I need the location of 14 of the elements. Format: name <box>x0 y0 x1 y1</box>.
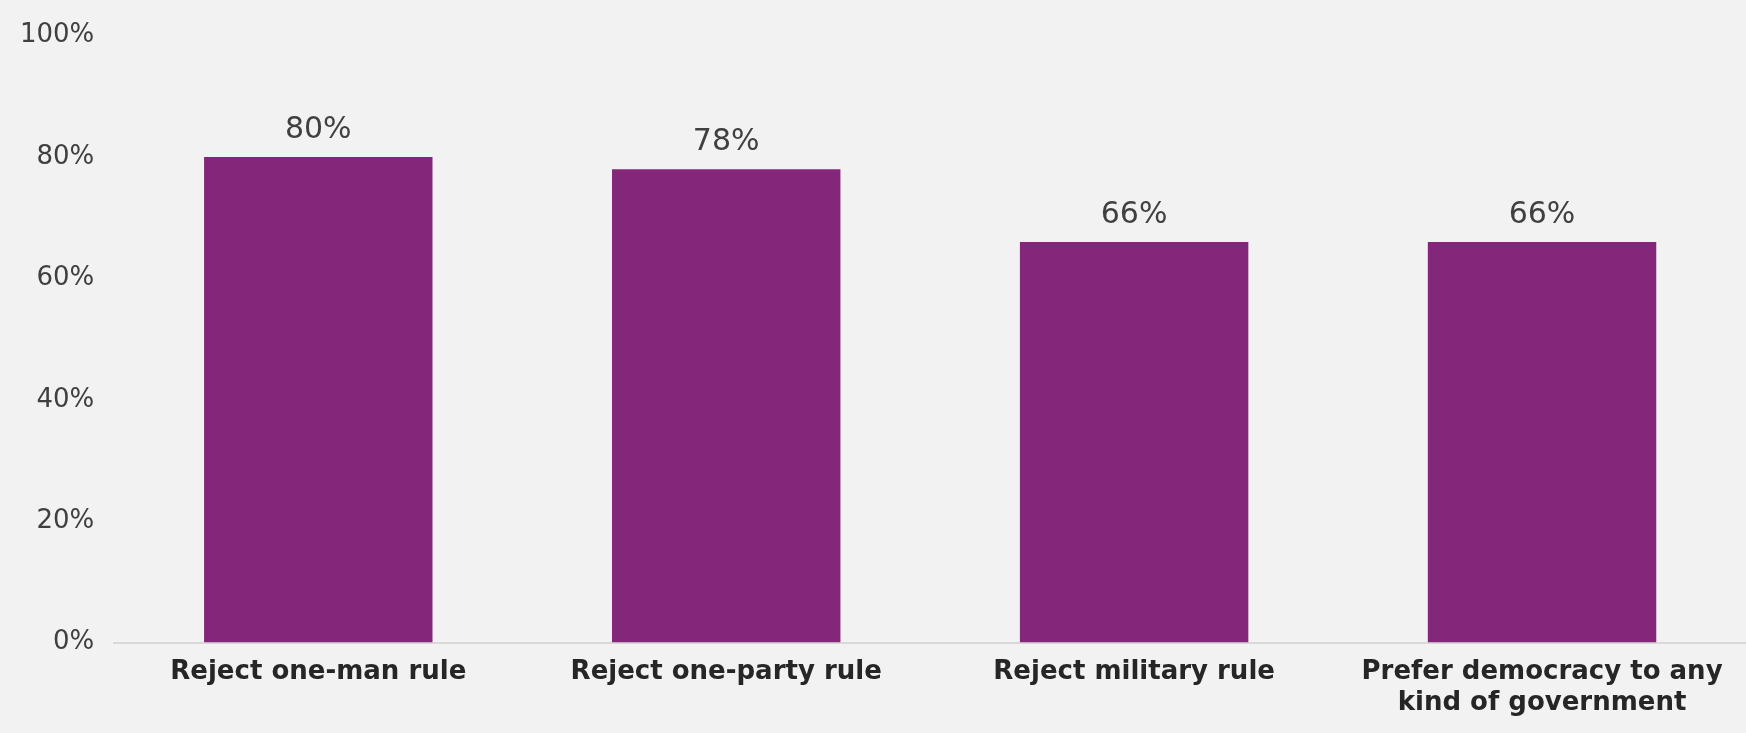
y-tick-label: 0% <box>53 625 95 656</box>
data-label: 80% <box>284 109 352 145</box>
x-tick-label: Reject one-party rule <box>570 654 882 685</box>
data-label: 66% <box>1508 194 1576 230</box>
x-tick-label: Reject military rule <box>993 654 1275 685</box>
y-tick-label: 60% <box>36 261 95 292</box>
y-tick-label: 80% <box>36 139 95 170</box>
y-tick-label: 20% <box>36 503 95 534</box>
x-tick-label: Prefer democracy to any kind of government <box>1361 654 1723 717</box>
data-label: 78% <box>692 121 760 157</box>
y-tick-label: 40% <box>36 382 95 413</box>
data-label: 66% <box>1100 194 1168 230</box>
y-tick-label: 100% <box>19 18 95 49</box>
x-tick-label: Reject one-man rule <box>170 654 467 685</box>
